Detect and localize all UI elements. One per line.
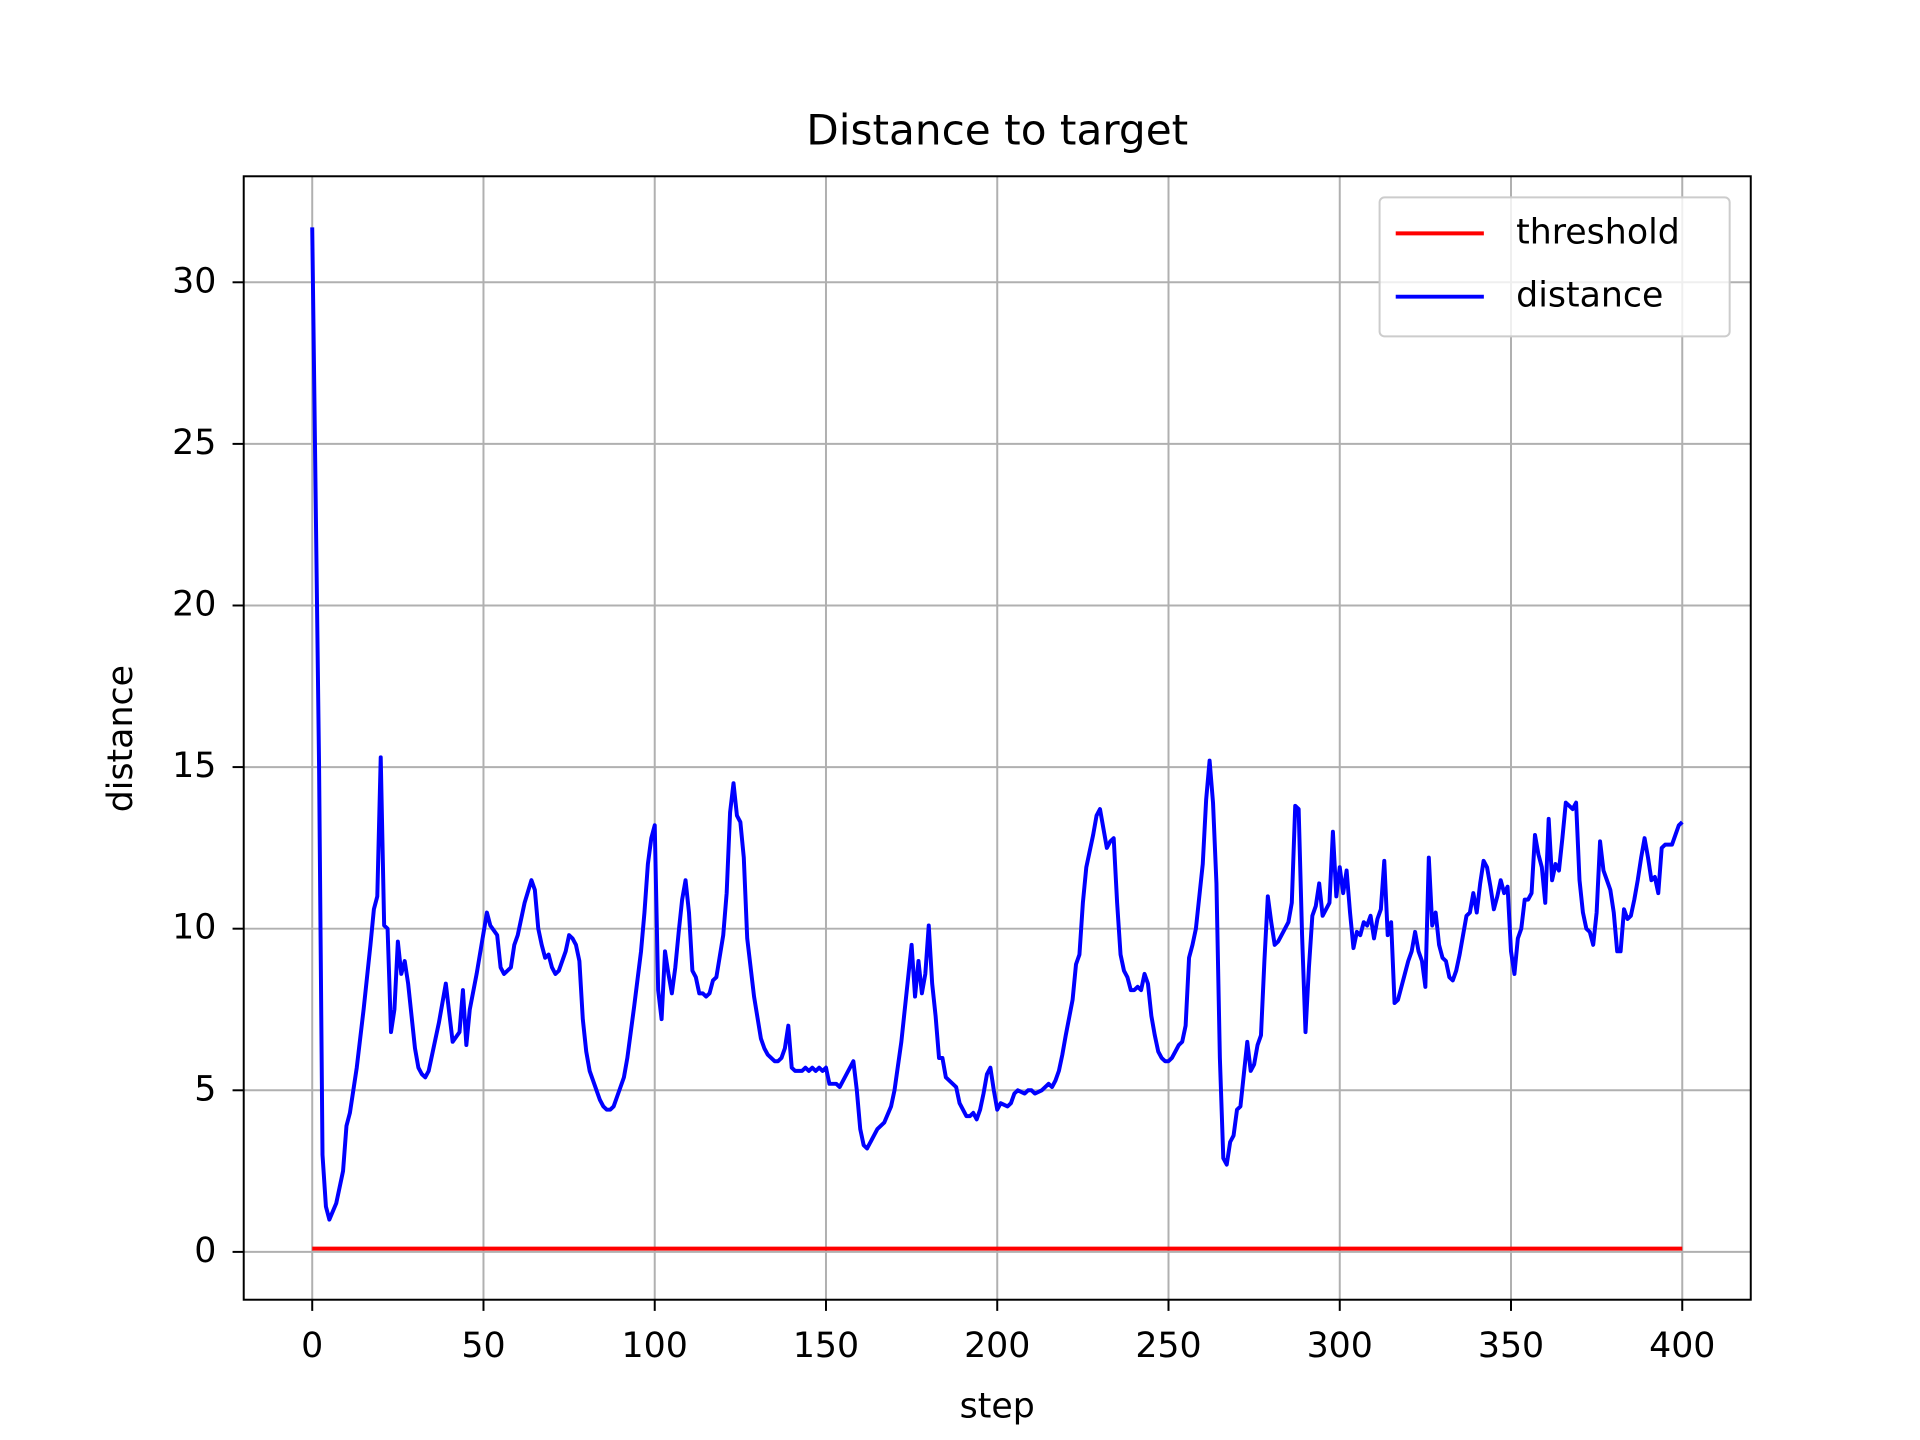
chart-title: Distance to target xyxy=(806,105,1188,154)
x-tick-label: 400 xyxy=(1649,1326,1715,1366)
x-tick-label: 300 xyxy=(1307,1326,1373,1366)
legend-label: threshold xyxy=(1516,212,1680,252)
x-tick-label: 200 xyxy=(964,1326,1030,1366)
legend-label: distance xyxy=(1516,276,1663,316)
y-tick-label: 0 xyxy=(194,1231,216,1271)
y-tick-label: 15 xyxy=(172,746,216,786)
y-tick-label: 5 xyxy=(194,1069,216,1109)
y-tick-label: 10 xyxy=(172,908,216,948)
plot-frame xyxy=(242,175,1752,1301)
x-tick-label: 250 xyxy=(1135,1326,1201,1366)
x-tick-label: 350 xyxy=(1478,1326,1544,1366)
x-tick-label: 0 xyxy=(301,1326,323,1366)
y-tick-label: 30 xyxy=(172,261,216,301)
x-tick-label: 150 xyxy=(793,1326,859,1366)
y-axis-label: distance xyxy=(101,665,141,812)
y-tick-label: 20 xyxy=(172,584,216,624)
x-tick-label: 50 xyxy=(461,1326,505,1366)
x-axis-label: step xyxy=(960,1387,1035,1427)
data-line xyxy=(310,227,1684,1222)
y-tick-label: 25 xyxy=(172,423,216,463)
x-tick-label: 100 xyxy=(622,1326,688,1366)
